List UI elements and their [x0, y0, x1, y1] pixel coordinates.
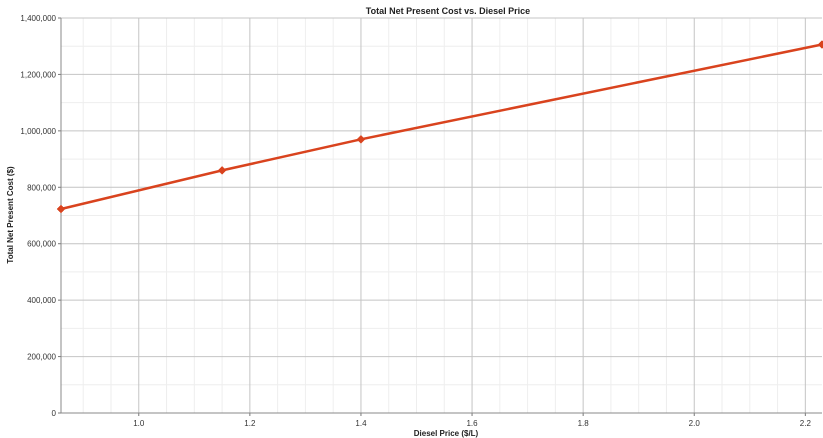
y-tick-label: 600,000 [27, 240, 56, 249]
y-tick-label: 200,000 [27, 353, 56, 362]
major-gridlines [61, 17, 822, 414]
x-axis-label: Diesel Price ($/L) [414, 429, 479, 438]
axes [58, 17, 822, 416]
y-tick-label: 1,400,000 [20, 14, 56, 23]
data-point-marker [356, 134, 366, 144]
y-tick-label: 800,000 [27, 183, 56, 192]
x-tick-label: 1.4 [355, 419, 367, 428]
data-point-marker [56, 204, 66, 214]
chart-title: Total Net Present Cost vs. Diesel Price [366, 6, 530, 16]
y-tick-label: 400,000 [27, 296, 56, 305]
data-point-marker [817, 40, 823, 49]
x-tick-label: 1.8 [578, 419, 590, 428]
minor-gridlines [61, 18, 822, 413]
series-layer [56, 40, 823, 214]
y-tick-label: 1,200,000 [20, 70, 56, 79]
y-tick-labels: 0 200,000 400,000 600,000 800,000 1,000,000 1,… [20, 14, 56, 418]
x-tick-labels: 1.0 1.2 1.4 1.6 1.8 2.0 2.2 [133, 419, 811, 428]
x-tick-label: 2.0 [689, 419, 701, 428]
x-tick-label: 1.0 [133, 419, 145, 428]
y-tick-label: 1,000,000 [20, 127, 56, 136]
series-line [60, 43, 823, 211]
x-tick-label: 2.2 [800, 419, 812, 428]
data-point-marker [217, 166, 227, 175]
y-axis-label: Total Net Present Cost ($) [6, 166, 15, 264]
y-tick-label: 0 [52, 409, 57, 418]
x-tick-label: 1.2 [244, 419, 256, 428]
x-tick-label: 1.6 [466, 419, 478, 428]
